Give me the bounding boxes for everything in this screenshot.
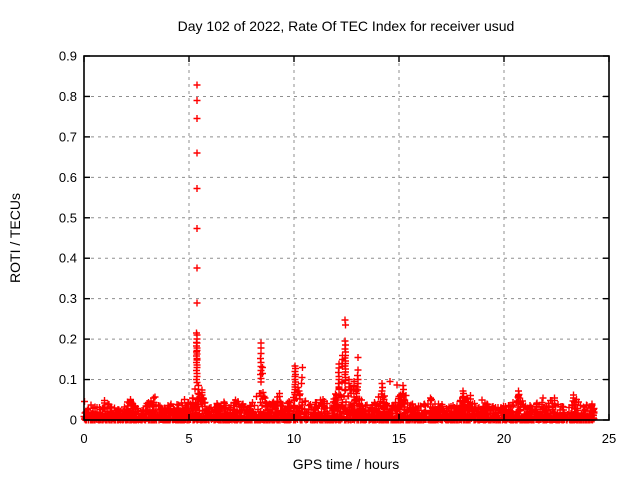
chart-title: Day 102 of 2022, Rate Of TEC Index for r… bbox=[178, 18, 515, 34]
x-tick-label: 15 bbox=[392, 431, 406, 446]
y-tick-label: 0.2 bbox=[59, 332, 77, 347]
y-tick-label: 0.7 bbox=[59, 129, 77, 144]
x-tick-label: 5 bbox=[185, 431, 192, 446]
y-tick-label: 0 bbox=[70, 413, 77, 428]
y-tick-label: 0.9 bbox=[59, 49, 77, 64]
x-tick-label: 20 bbox=[497, 431, 511, 446]
x-tick-labels: 0 5 10 15 20 25 bbox=[80, 431, 616, 446]
plot-border bbox=[83, 55, 610, 421]
y-tick-label: 0.6 bbox=[59, 170, 77, 185]
y-tick-label: 0.3 bbox=[59, 291, 77, 306]
x-tick-label: 10 bbox=[287, 431, 301, 446]
y-tick-labels: 0 0.1 0.2 0.3 0.4 0.5 0.6 0.7 0.8 0.9 bbox=[59, 49, 77, 428]
x-tick-label: 0 bbox=[80, 431, 87, 446]
x-tick-label: 25 bbox=[602, 431, 616, 446]
x-axis-label: GPS time / hours bbox=[293, 456, 400, 472]
y-tick-label: 0.8 bbox=[59, 89, 77, 104]
y-tick-label: 0.5 bbox=[59, 210, 77, 225]
data-points-roti bbox=[80, 81, 598, 424]
y-tick-label: 0.4 bbox=[59, 251, 77, 266]
grid bbox=[84, 56, 609, 420]
y-tick-label: 0.1 bbox=[59, 372, 77, 387]
axis-ticks bbox=[83, 55, 610, 421]
y-axis-label: ROTI / TECUs bbox=[7, 193, 23, 283]
